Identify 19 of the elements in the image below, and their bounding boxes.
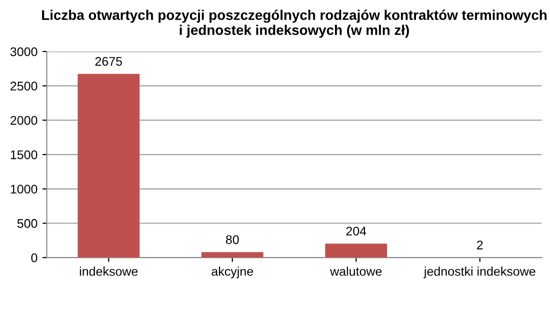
x-tick-label: akcyjne (212, 266, 254, 278)
y-tick-label: 2000 (10, 116, 38, 125)
data-label: 204 (346, 226, 366, 236)
x-tick-label: indeksowe (80, 266, 138, 276)
y-tick-label: 0 (31, 253, 38, 262)
data-label: 2675 (95, 56, 122, 66)
bar (78, 74, 140, 258)
data-label: 80 (226, 235, 239, 244)
chart-title: Liczba otwartych pozycji poszczególnych rodzajów kontraktów terminowych i jednostek indeksowych (w mln zł) (42, 10, 547, 38)
bar (201, 252, 264, 258)
bar (325, 244, 388, 258)
data-label: 2 (477, 240, 483, 250)
x-tick-label: walutowe (330, 266, 382, 276)
y-tick-label: 3000 (10, 47, 38, 56)
y-tick-label: 1500 (10, 150, 38, 160)
x-tick-label: jednostki indeksowe (424, 266, 536, 278)
y-tick-label: 1000 (10, 184, 38, 194)
y-tick-label: 2500 (10, 82, 38, 91)
y-tick-label: 500 (17, 219, 38, 228)
